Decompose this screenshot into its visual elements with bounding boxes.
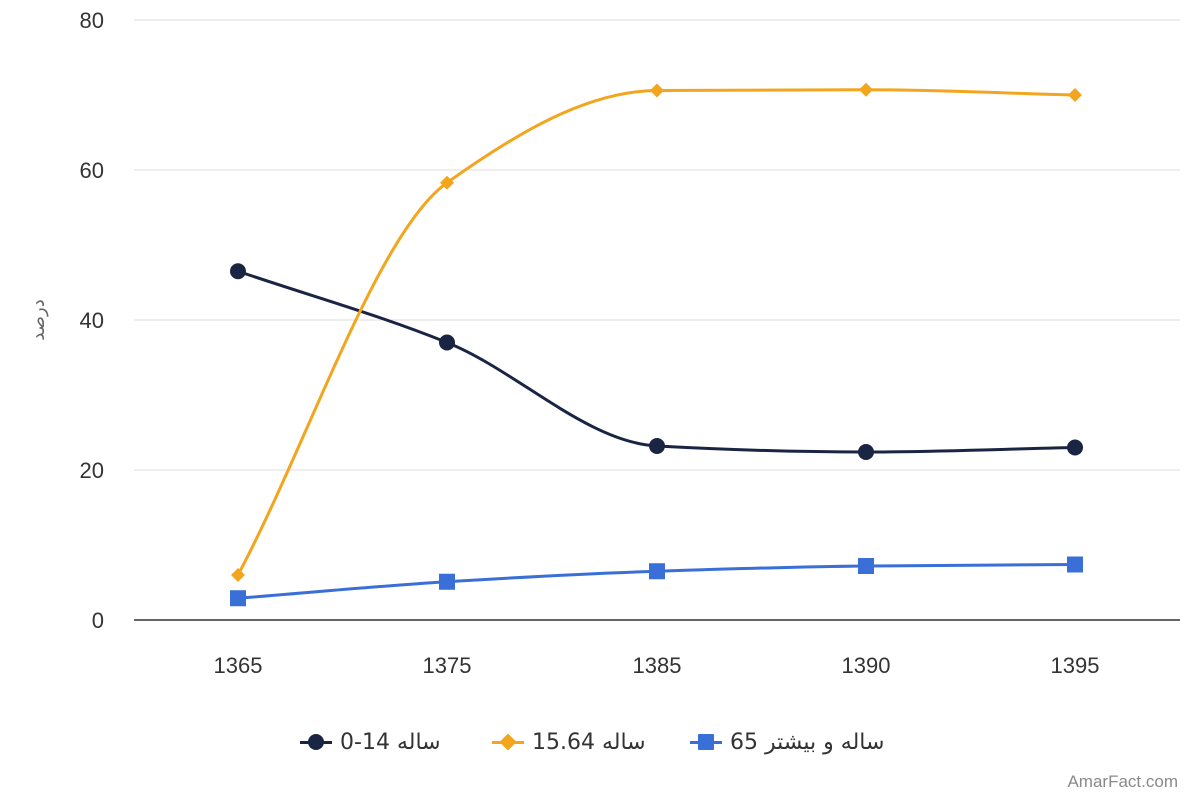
series-2 — [230, 556, 1083, 607]
legend-item-0-14[interactable]: ساله 14-0 — [300, 722, 441, 762]
legend-diamond-marker-icon — [492, 731, 524, 753]
data-point-diamond — [440, 175, 454, 190]
data-point-square — [230, 590, 246, 607]
x-tick-label: 1375 — [423, 653, 472, 678]
legend-label: ساله 15.64 — [532, 729, 646, 755]
series-0 — [230, 263, 1083, 460]
data-point-circle — [649, 438, 665, 454]
legend-item-65-plus[interactable]: ساله و بیشتر 65 — [690, 722, 884, 762]
x-axis-ticks: 1365 1375 1385 1390 1395 — [214, 653, 1100, 678]
x-tick-label: 1390 — [842, 653, 891, 678]
data-point-diamond — [859, 82, 873, 97]
data-point-diamond — [1068, 88, 1082, 102]
data-point-square — [649, 563, 665, 580]
y-axis-ticks: 0 20 40 60 80 — [80, 8, 104, 633]
x-tick-label: 1385 — [633, 653, 682, 678]
legend: ساله 14-0 ساله 15.64 ساله و بیشتر 65 — [0, 722, 1200, 762]
series-line — [236, 88, 1076, 576]
legend-item-15-64[interactable]: ساله 15.64 — [492, 722, 646, 762]
data-point-circle — [439, 334, 455, 351]
data-point-square — [439, 573, 455, 590]
data-point-square — [858, 558, 874, 574]
data-point-diamond — [231, 568, 245, 582]
data-series — [230, 82, 1083, 607]
y-tick-label: 40 — [80, 308, 104, 333]
data-point-square — [1067, 556, 1083, 573]
y-tick-label: 0 — [92, 608, 104, 633]
y-tick-label: 20 — [80, 458, 104, 483]
data-point-circle — [858, 444, 874, 460]
x-tick-label: 1395 — [1051, 653, 1100, 678]
watermark: AmarFact.com — [1067, 772, 1178, 791]
y-axis-label: درصد — [28, 299, 49, 340]
gridlines — [134, 19, 1180, 621]
legend-label: ساله و بیشتر 65 — [730, 729, 885, 755]
y-tick-label: 80 — [80, 8, 104, 33]
y-tick-label: 60 — [80, 158, 104, 183]
series-line — [237, 269, 1076, 454]
data-point-circle — [1067, 439, 1083, 456]
x-tick-label: 1365 — [214, 653, 263, 678]
legend-label: ساله 14-0 — [340, 729, 441, 755]
data-point-diamond — [650, 83, 664, 98]
data-point-circle — [230, 263, 246, 280]
legend-square-marker-icon — [690, 731, 722, 753]
legend-circle-marker-icon — [300, 731, 332, 753]
series-1 — [231, 82, 1082, 582]
